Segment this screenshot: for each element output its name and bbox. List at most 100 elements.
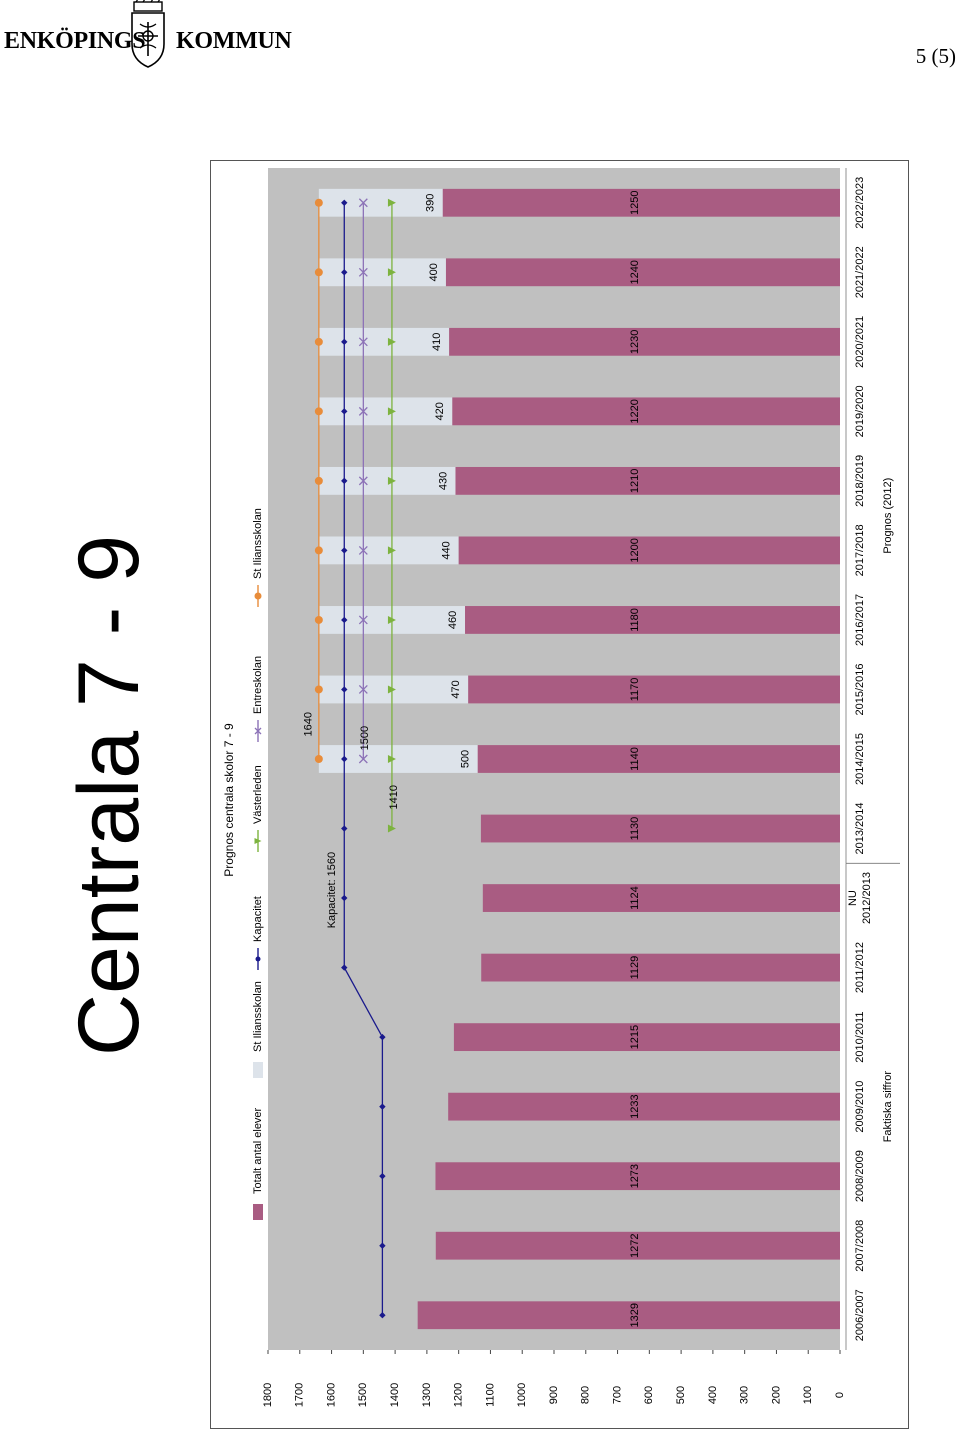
legend-marker — [254, 592, 262, 600]
entreskolan-point — [358, 198, 368, 208]
st-iliansskolan-point — [314, 615, 323, 624]
entreskolan-point — [358, 337, 368, 347]
kapacitet-point — [341, 825, 348, 832]
category-label: 2015/2016 — [854, 663, 866, 715]
category-label: 2007/2008 — [854, 1220, 866, 1272]
group-label: Faktiska siffror — [882, 1071, 894, 1143]
bar-value-label: 1215 — [629, 1025, 641, 1049]
page-header: ENKÖPINGS KOMMUN 5 (5) — [0, 0, 960, 80]
bar-value-label: 1220 — [629, 399, 641, 423]
bar-value-label: 1230 — [629, 330, 641, 354]
value-tick-label: 1800 — [262, 1383, 274, 1407]
value-tick-label: 400 — [707, 1386, 719, 1404]
logo-text-left: ENKÖPINGS — [4, 28, 146, 54]
capacity-band-label: 390 — [425, 194, 437, 212]
bar — [452, 397, 840, 426]
bar — [465, 606, 840, 634]
st-iliansskolan-point — [314, 476, 323, 485]
category-label: 2018/2019 — [854, 455, 866, 507]
page-number: 5 (5) — [915, 44, 956, 68]
bar — [448, 1092, 840, 1121]
bar-value-label: 1130 — [629, 817, 641, 841]
bar — [455, 466, 840, 495]
capacity-band-label: 440 — [441, 541, 453, 559]
entreskolan-point — [358, 545, 368, 555]
bar-value-label: 1180 — [629, 608, 641, 632]
legend-label: Entreskolan — [252, 656, 264, 714]
vasterleden-annotation: 1410 — [388, 785, 400, 809]
legend-marker — [254, 838, 262, 844]
bar-value-label: 1140 — [629, 747, 641, 771]
kapacitet-point — [341, 686, 348, 693]
kapacitet-point — [341, 338, 348, 346]
st-iliansskolan-point — [314, 407, 323, 416]
bar-value-label: 1129 — [629, 956, 641, 980]
value-tick-label: 1100 — [484, 1383, 496, 1407]
value-tick-label: 1300 — [421, 1383, 433, 1407]
kapacitet-point — [379, 1103, 386, 1110]
category-label: 2014/2015 — [854, 733, 866, 785]
vasterleden-point — [387, 407, 396, 416]
category-prefix-label: NU — [847, 890, 859, 906]
kapacitet-point — [379, 1312, 386, 1319]
kapacitet-point — [341, 964, 348, 971]
st-iliansskolan-annotation: 1640 — [303, 712, 315, 736]
vasterleden-point — [387, 198, 396, 207]
legend-swatch — [253, 1204, 263, 1220]
value-tick-label: 300 — [739, 1386, 751, 1404]
chart-marks: 500 470 460 440 430 420 410 400 390 1329 1272 1273 1… — [303, 188, 840, 1330]
kapacitet-point — [341, 408, 348, 415]
entreskolan-point — [358, 754, 368, 764]
value-tick-label: 1000 — [516, 1383, 528, 1407]
st-iliansskolan-point — [314, 268, 323, 277]
logo-text-right: KOMMUN — [176, 28, 292, 54]
kapacitet-point — [341, 477, 348, 485]
category-label: 2020/2021 — [854, 316, 866, 368]
vasterleden-point — [387, 615, 396, 624]
entreskolan-annotation: 1500 — [359, 726, 371, 750]
kapacitet-annotation: Kapacitet: 1560 — [326, 852, 338, 928]
chart-title: Prognos centrala skolor 7 - 9 — [222, 723, 236, 877]
bar — [468, 675, 840, 704]
kapacitet-point — [341, 894, 348, 902]
st-iliansskolan-point — [314, 685, 323, 694]
bar-value-label: 1170 — [629, 678, 641, 702]
kapacitet-point — [379, 1172, 386, 1180]
value-tick-label: 600 — [643, 1386, 655, 1404]
category-label: 2017/2018 — [854, 524, 866, 576]
value-tick-label: 200 — [770, 1386, 782, 1404]
category-label: 2022/2023 — [854, 177, 866, 229]
bar — [445, 258, 840, 287]
kapacitet-point — [379, 1033, 386, 1041]
value-tick-label: 1500 — [357, 1383, 369, 1407]
bar — [417, 1301, 840, 1330]
category-axis: 2006/2007 2007/2008 2008/2009 2009/2010 2010… — [845, 168, 900, 1350]
value-tick-label: 100 — [802, 1386, 814, 1404]
value-tick-label: 1700 — [294, 1383, 306, 1407]
kapacitet-point — [341, 616, 348, 624]
value-tick-label: 500 — [675, 1386, 687, 1404]
value-tick-label: 1600 — [325, 1383, 337, 1407]
bar — [480, 814, 840, 843]
kapacitet-point — [341, 755, 348, 763]
entreskolan-point — [358, 267, 368, 277]
student-forecast-chart: 0 100 200 300 400 500 600 700 800 900 1000 1100 1200… — [210, 160, 909, 1429]
bar — [481, 953, 840, 982]
category-label: 2006/2007 — [854, 1289, 866, 1341]
bar — [449, 327, 840, 356]
bar — [453, 1023, 840, 1052]
legend: Prognos centrala skolor 7 - 9 Totalt anta… — [222, 508, 264, 1220]
bar-value-label: 1250 — [629, 191, 641, 215]
bar-value-label: 1210 — [629, 469, 641, 493]
st-iliansskolan-point — [314, 755, 323, 763]
capacity-band — [318, 397, 453, 426]
st-iliansskolan-point — [314, 198, 323, 207]
bar-value-label: 1233 — [629, 1094, 641, 1118]
st-iliansskolan-point — [314, 546, 323, 555]
value-tick-label: 1400 — [389, 1383, 401, 1407]
capacity-band-label: 420 — [434, 402, 446, 420]
capacity-band — [318, 327, 450, 356]
capacity-band — [318, 466, 456, 495]
section-heading-text: Centrala 7 - 9 — [61, 534, 157, 1056]
category-label: 2010/2011 — [854, 1012, 866, 1063]
